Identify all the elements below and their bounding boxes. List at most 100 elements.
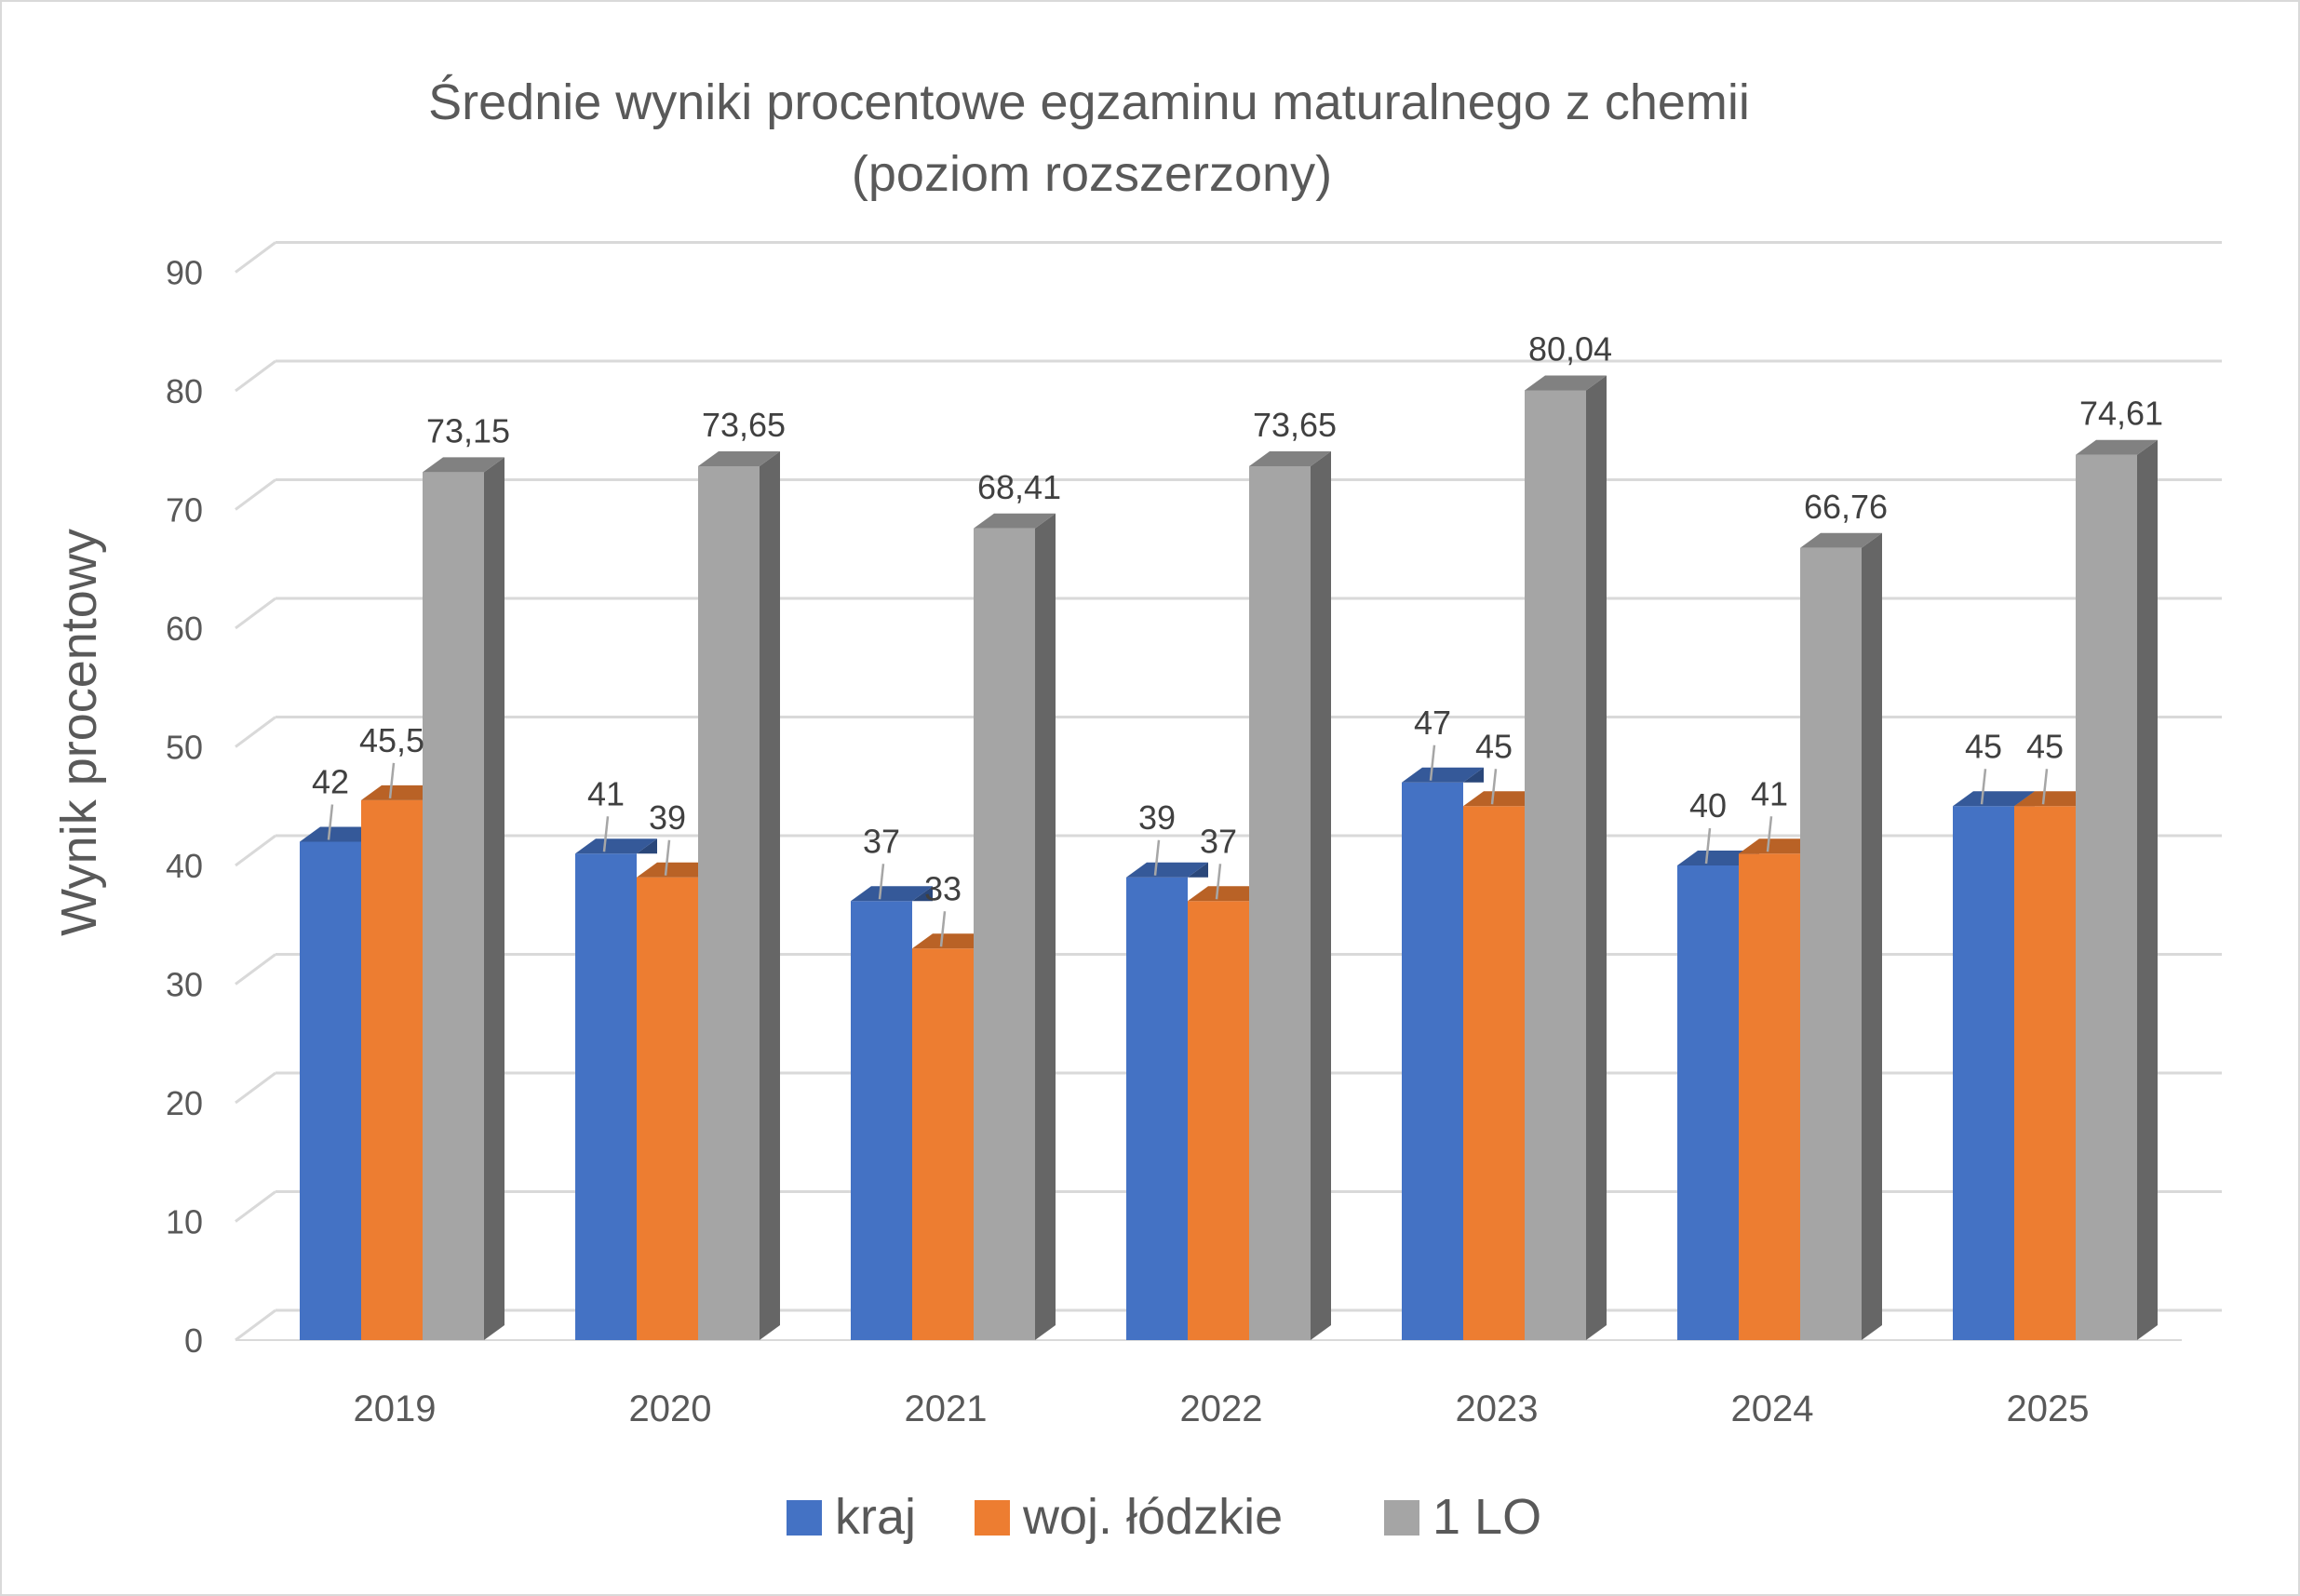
- legend-label: 1 LO: [1432, 1489, 1541, 1545]
- bar-top: [2076, 439, 2158, 455]
- data-label: 37: [863, 822, 900, 860]
- bar-top: [974, 513, 1056, 529]
- bar-front: [2076, 454, 2137, 1340]
- bar-side: [1035, 513, 1056, 1340]
- bar: [1677, 851, 1759, 1340]
- data-label: 40: [1689, 786, 1727, 825]
- data-label: 45: [2026, 727, 2064, 765]
- x-tick-label: 2020: [629, 1388, 712, 1429]
- legend-item: kraj: [787, 1489, 916, 1545]
- bar-top: [851, 886, 933, 902]
- bar-side: [1311, 450, 1331, 1340]
- leader-line: [1490, 769, 1498, 805]
- bar-front: [423, 472, 484, 1340]
- legend-label: woj. łódzkie: [1022, 1489, 1283, 1545]
- bar-front: [1800, 547, 1862, 1340]
- data-label: 80,04: [1528, 329, 1612, 368]
- gridline-diagonal: [235, 241, 276, 274]
- bar-front: [851, 901, 912, 1340]
- leader-line: [2041, 769, 2049, 805]
- leader-line: [878, 864, 885, 900]
- y-tick-label: 70: [166, 491, 203, 530]
- bar: [1249, 450, 1331, 1340]
- bar-side: [2137, 439, 2158, 1340]
- bar: [698, 450, 780, 1340]
- leader-line: [1980, 769, 1987, 805]
- data-label: 42: [312, 763, 349, 801]
- gridline-diagonal: [235, 359, 276, 393]
- bar: [1463, 791, 1545, 1340]
- y-tick-label: 50: [166, 729, 203, 767]
- data-label: 41: [1751, 774, 1788, 812]
- gridline-diagonal: [235, 597, 276, 630]
- legend-swatch: [975, 1500, 1010, 1536]
- data-label: 33: [924, 869, 962, 907]
- bar: [1126, 862, 1208, 1340]
- data-label: 45: [1475, 727, 1513, 765]
- bar-top: [1953, 791, 2035, 807]
- bar-top: [1126, 862, 1208, 878]
- bar: [1739, 838, 1821, 1340]
- bar: [851, 886, 933, 1340]
- x-tick-label: 2021: [905, 1388, 988, 1429]
- leader-line: [939, 911, 947, 947]
- leader-line: [388, 762, 396, 799]
- leader-line: [602, 816, 610, 852]
- leader-line: [1766, 816, 1773, 852]
- data-label: 74,61: [2079, 395, 2163, 433]
- leader-line: [1153, 839, 1161, 876]
- data-label: 73,15: [426, 411, 510, 449]
- bar-front: [912, 948, 974, 1340]
- bar: [974, 513, 1056, 1340]
- leader-line: [1429, 744, 1436, 781]
- bar-front: [1739, 853, 1800, 1340]
- leader-line: [1704, 827, 1712, 865]
- y-tick-label: 30: [166, 966, 203, 1004]
- data-label: 47: [1414, 704, 1451, 742]
- bar-front: [637, 877, 698, 1340]
- legend-swatch: [787, 1500, 822, 1536]
- axes: 0 10 20 30 40 50 60 70 80 90 2019 2020 2021 2022 2023 2…: [166, 254, 2090, 1430]
- bar: [1402, 767, 1484, 1340]
- data-labels: 42 45,5 73,15 41 39 73,65 37 33 68,41 39 37 73,65 47…: [312, 329, 2163, 947]
- y-tick-label: 90: [166, 254, 203, 292]
- bar-front: [1677, 865, 1739, 1340]
- x-tick-label: 2023: [1456, 1388, 1539, 1429]
- bar-front: [2014, 806, 2076, 1340]
- chart-title: Średnie wyniki procentowe egzaminu matur…: [428, 74, 1750, 130]
- gridline-diagonal: [235, 953, 276, 986]
- bar-top: [1525, 375, 1607, 391]
- gridline-diagonal: [235, 1071, 276, 1105]
- bar-front: [1525, 390, 1586, 1340]
- y-tick-label: 80: [166, 372, 203, 410]
- legend-item: 1 LO: [1384, 1489, 1541, 1545]
- legend-item: woj. łódzkie: [975, 1489, 1283, 1545]
- bar-front: [575, 853, 637, 1340]
- x-tick-label: 2019: [354, 1388, 437, 1429]
- gridline-diagonal: [235, 478, 276, 511]
- bar-front: [698, 465, 760, 1340]
- leader-line: [327, 804, 334, 840]
- y-tick-label: 60: [166, 610, 203, 648]
- bar: [575, 838, 657, 1340]
- bar-front: [974, 528, 1035, 1340]
- x-tick-label: 2022: [1180, 1388, 1263, 1429]
- bar-front: [1188, 901, 1249, 1340]
- legend-label: kraj: [835, 1489, 916, 1545]
- bar-front: [1402, 782, 1463, 1340]
- leader-line: [664, 839, 671, 876]
- legend: kraj woj. łódzkie 1 LO: [787, 1489, 1541, 1545]
- gridline-diagonal: [235, 834, 276, 867]
- bar-front: [1463, 806, 1525, 1340]
- x-tick-label: 2024: [1731, 1388, 1814, 1429]
- data-label: 41: [587, 774, 625, 812]
- data-label: 45: [1965, 727, 2002, 765]
- data-label: 39: [649, 798, 686, 837]
- bar-top: [698, 450, 780, 466]
- bar: [1188, 886, 1270, 1340]
- bar-side: [1862, 532, 1882, 1340]
- y-axis-title: Wynik procentowy: [51, 529, 107, 936]
- y-tick-label: 0: [184, 1321, 203, 1360]
- legend-swatch: [1384, 1500, 1419, 1536]
- bar-front: [1953, 806, 2014, 1340]
